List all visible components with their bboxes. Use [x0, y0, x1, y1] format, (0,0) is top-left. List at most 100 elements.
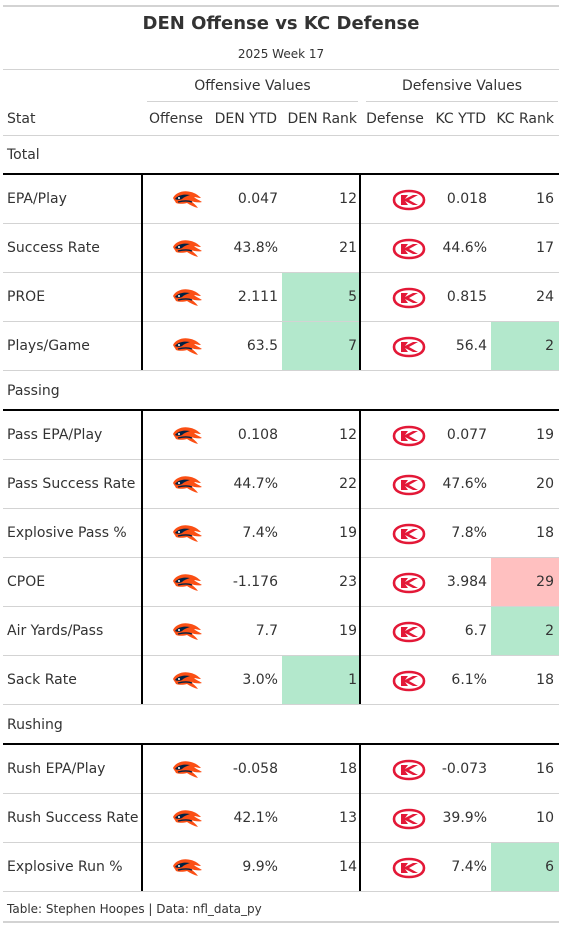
column-header-rule: [3, 135, 559, 136]
table-subtitle: 2025 Week 17: [237, 47, 325, 61]
stat-label: PROE: [7, 289, 46, 305]
table-row: PROE 2.111 5 0.815 24: [3, 273, 559, 322]
kc-rank-value: 29: [536, 574, 554, 590]
den-rank-highlight: [282, 656, 360, 704]
spanner-offensive: Offensive Values: [194, 78, 311, 94]
group-label-passing: Passing: [7, 383, 60, 399]
den-rank-value: 19: [339, 623, 357, 639]
table-row: Sack Rate 3.0% 1 6.1% 18: [3, 656, 559, 705]
chiefs-logo-icon: [392, 189, 426, 211]
den-rank-value: 7: [348, 338, 357, 354]
kc-rank-value: 20: [536, 476, 554, 492]
broncos-logo-icon: [170, 857, 204, 879]
col-header-kc-ytd: KC YTD: [435, 111, 486, 127]
stat-label: Rush EPA/Play: [7, 761, 106, 777]
broncos-logo-icon: [170, 474, 204, 496]
kc-ytd-value: 7.4%: [451, 859, 487, 875]
den-rank-highlight: [282, 322, 360, 370]
den-rank-value: 14: [339, 859, 357, 875]
chiefs-logo-icon: [392, 572, 426, 594]
kc-rank-value: 24: [536, 289, 554, 305]
kc-ytd-value: -0.073: [441, 761, 487, 777]
defense-divider-line: [359, 173, 361, 370]
table-row: Success Rate 43.8% 21 44.6% 17: [3, 224, 559, 273]
stat-label: Pass Success Rate: [7, 476, 136, 492]
row-divider: [3, 223, 559, 224]
broncos-logo-icon: [170, 670, 204, 692]
den-rank-highlight: [282, 273, 360, 321]
kc-rank-value: 18: [536, 672, 554, 688]
kc-ytd-value: 3.984: [446, 574, 487, 590]
stat-label: Success Rate: [7, 240, 100, 256]
chiefs-logo-icon: [392, 425, 426, 447]
kc-ytd-value: 56.4: [455, 338, 487, 354]
spanner-defensive-line: [366, 101, 558, 102]
kc-rank-value: 10: [536, 810, 554, 826]
chiefs-logo-icon: [392, 336, 426, 358]
kc-rank-highlight: [491, 843, 559, 891]
chiefs-logo-icon: [392, 523, 426, 545]
kc-ytd-value: 47.6%: [442, 476, 487, 492]
table-row: Rush EPA/Play -0.058 18 -0.073 16: [3, 745, 559, 794]
defense-divider-line: [359, 743, 361, 891]
row-divider: [3, 655, 559, 656]
stat-label: Plays/Game: [7, 338, 90, 354]
col-header-den-rank: DEN Rank: [287, 111, 357, 127]
den-ytd-value: 42.1%: [233, 810, 278, 826]
chiefs-logo-icon: [392, 287, 426, 309]
row-divider: [3, 891, 559, 892]
header-rule: [3, 69, 559, 70]
chiefs-logo-icon: [392, 759, 426, 781]
kc-rank-value: 2: [545, 338, 554, 354]
den-ytd-value: 3.0%: [242, 672, 278, 688]
den-rank-value: 12: [339, 191, 357, 207]
col-header-den-ytd: DEN YTD: [214, 111, 277, 127]
table-row: Air Yards/Pass 7.7 19 6.7 2: [3, 607, 559, 656]
stat-label: Air Yards/Pass: [7, 623, 104, 639]
table-row: Pass EPA/Play 0.108 12 0.077 19: [3, 411, 559, 460]
den-rank-value: 19: [339, 525, 357, 541]
bottom-rule: [3, 921, 559, 923]
broncos-logo-icon: [170, 621, 204, 643]
stat-label: Sack Rate: [7, 672, 77, 688]
kc-rank-value: 6: [545, 859, 554, 875]
den-ytd-value: 0.047: [237, 191, 278, 207]
den-rank-value: 1: [348, 672, 357, 688]
group-top-rule: [3, 743, 559, 745]
den-rank-value: 18: [339, 761, 357, 777]
table-row: EPA/Play 0.047 12 0.018 16: [3, 175, 559, 224]
kc-rank-highlight: [491, 607, 559, 655]
den-rank-value: 5: [348, 289, 357, 305]
group-top-rule: [3, 409, 559, 411]
den-rank-value: 21: [339, 240, 357, 256]
col-header-defense: Defense: [366, 111, 424, 127]
offense-divider-line: [141, 409, 143, 704]
kc-ytd-value: 6.7: [464, 623, 487, 639]
den-ytd-value: 0.108: [237, 427, 278, 443]
col-header-stat: Stat: [7, 111, 36, 127]
kc-rank-value: 16: [536, 761, 554, 777]
table-title: DEN Offense vs KC Defense: [142, 13, 420, 34]
col-header-kc-rank: KC Rank: [496, 111, 554, 127]
group-top-rule: [3, 173, 559, 175]
kc-rank-highlight: [491, 558, 559, 606]
chiefs-logo-icon: [392, 670, 426, 692]
col-header-offense: Offense: [148, 111, 204, 127]
stat-label: Rush Success Rate: [7, 810, 139, 826]
den-rank-value: 22: [339, 476, 357, 492]
group-label-rushing: Rushing: [7, 717, 63, 733]
spanner-defensive: Defensive Values: [401, 78, 523, 94]
den-ytd-value: 7.7: [255, 623, 278, 639]
den-rank-value: 12: [339, 427, 357, 443]
kc-rank-value: 2: [545, 623, 554, 639]
kc-rank-value: 18: [536, 525, 554, 541]
group-label-total: Total: [7, 147, 40, 163]
row-divider: [3, 321, 559, 322]
row-divider: [3, 459, 559, 460]
den-ytd-value: 2.111: [237, 289, 278, 305]
row-divider: [3, 842, 559, 843]
chiefs-logo-icon: [392, 474, 426, 496]
stat-label: EPA/Play: [7, 191, 67, 207]
chiefs-logo-icon: [392, 238, 426, 260]
kc-rank-value: 17: [536, 240, 554, 256]
